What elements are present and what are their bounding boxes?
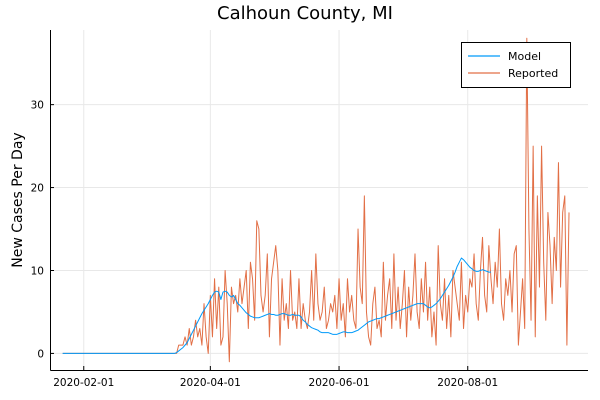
y-axis-label: New Cases Per Day (10, 132, 26, 267)
x-tick-label: 2020-02-01 (53, 377, 114, 389)
chart-title: Calhoun County, MI (217, 3, 393, 24)
x-tick-label: 2020-06-01 (309, 377, 370, 389)
y-tick-labels: 0 10 20 30 (31, 100, 44, 361)
y-tick-label: 20 (31, 183, 44, 195)
y-tick-label: 30 (31, 100, 44, 112)
y-tick-label: 10 (31, 265, 44, 277)
series-line-model (62, 257, 491, 354)
legend-label-model: Model (508, 50, 541, 63)
y-tick-label: 0 (37, 348, 44, 360)
legend-label-reported: Reported (508, 67, 558, 80)
series-layer (62, 37, 570, 363)
x-tick-label: 2020-08-01 (437, 377, 498, 389)
x-tick-label: 2020-04-01 (180, 377, 241, 389)
x-tick-labels: 2020-02-01 2020-04-01 2020-06-01 2020-08-01 (53, 377, 498, 389)
legend: Model Reported (461, 42, 571, 88)
axes (50, 30, 588, 371)
legend-box (461, 42, 571, 88)
